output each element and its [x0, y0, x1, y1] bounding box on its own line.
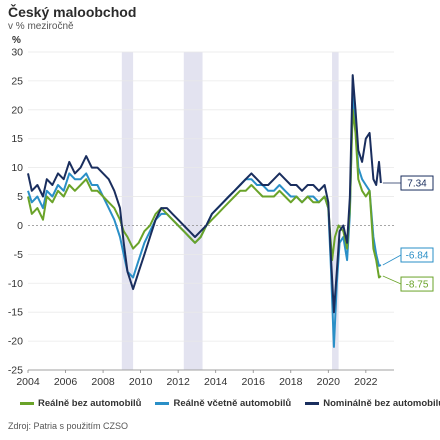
end-label-real-incl-box	[400, 247, 434, 263]
x-tick-label: 2004	[16, 376, 40, 388]
x-tick-label: 2008	[91, 376, 115, 388]
legend-label-nominal-excl: Nominálně bez automobilů	[323, 398, 440, 409]
y-unit-label: %	[12, 35, 21, 46]
x-tick-label: 2018	[279, 376, 303, 388]
y-tick-label: 15	[11, 133, 23, 145]
y-tick-label: 30	[11, 47, 23, 59]
y-tick-label: -5	[14, 249, 23, 261]
chart-subtitle: v % meziročně	[8, 21, 74, 32]
legend-swatch-nominal-excl	[305, 402, 320, 405]
y-tick-label: 25	[11, 75, 23, 87]
series-line-nominal-excl	[27, 74, 382, 314]
y-tick-label: -20	[8, 336, 23, 348]
legend-item-nominal-excl: Nominálně bez automobilů	[305, 398, 440, 409]
legend-swatch-real-incl	[155, 402, 170, 405]
legend-item-real-incl: Reálně včetně automobilů	[155, 398, 291, 409]
end-label-real-excl-box	[400, 276, 434, 292]
y-tick-label: -10	[8, 278, 23, 290]
end-label-real-incl: -6.84	[406, 251, 429, 262]
recession-band-1	[183, 52, 203, 370]
end-label-connector	[382, 254, 402, 266]
end-label-nominal-excl-box	[400, 175, 434, 191]
x-tick-label: 2014	[204, 376, 228, 388]
end-label-real-excl: -8.75	[406, 280, 429, 291]
series-line-real-excl	[27, 108, 382, 279]
source-note: Zdroj: Patria s použitím CZSO	[8, 421, 129, 431]
y-tick-label: 0	[17, 220, 23, 232]
x-tick-label: 2006	[54, 376, 78, 388]
x-tick-label: 2010	[129, 376, 153, 388]
chart-title: Český maloobchod	[8, 4, 137, 20]
legend: Reálně bez automobilů Reálně včetně auto…	[20, 398, 440, 409]
series-line-real-incl	[27, 91, 382, 348]
y-tick-label: -15	[8, 307, 23, 319]
legend-item-real-excl: Reálně bez automobilů	[20, 398, 141, 409]
recession-band-0	[121, 52, 134, 370]
legend-label-real-incl: Reálně včetně automobilů	[173, 398, 292, 409]
y-tick-label: 5	[17, 191, 23, 203]
x-tick-label: 2022	[354, 376, 378, 388]
end-label-connector	[382, 275, 402, 285]
y-tick-label: 10	[11, 162, 23, 174]
end-label-nominal-excl: 7.34	[407, 179, 427, 190]
x-tick-label: 2020	[317, 376, 341, 388]
x-tick-label: 2016	[242, 376, 266, 388]
x-tick-label: 2012	[166, 376, 190, 388]
legend-swatch-real-excl	[20, 402, 34, 405]
legend-label-real-excl: Reálně bez automobilů	[38, 398, 142, 409]
recession-band-2	[332, 52, 339, 370]
y-tick-label: 20	[11, 104, 23, 116]
y-tick-label: -25	[8, 365, 23, 377]
